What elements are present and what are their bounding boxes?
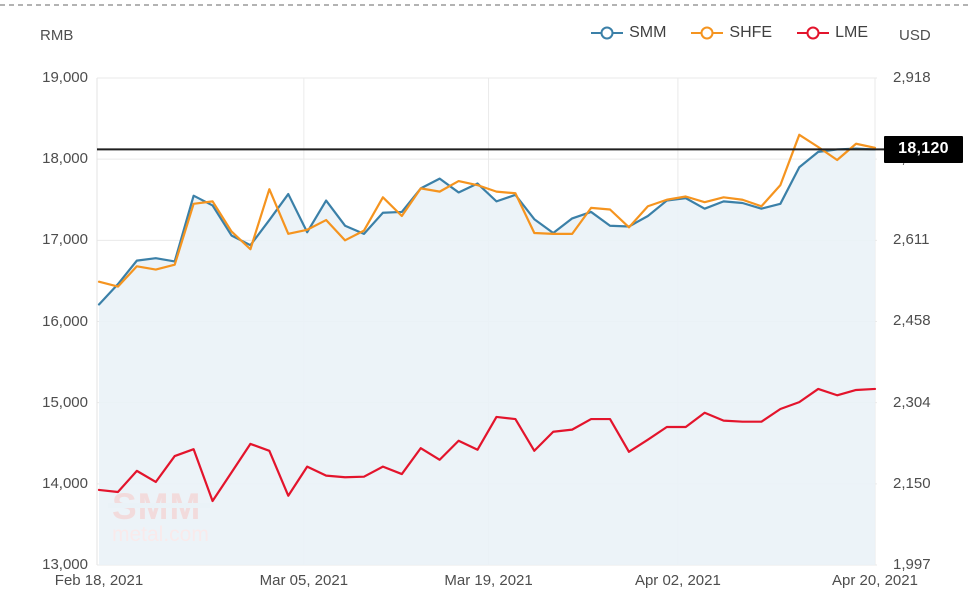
legend-item-lme[interactable]: LME — [796, 24, 868, 42]
right-axis-tick: 2,918 — [893, 69, 931, 86]
left-axis-unit-label: RMB — [40, 27, 74, 44]
legend: SMM SHFE LME — [590, 24, 868, 42]
x-axis-tick: Apr 02, 2021 — [634, 572, 721, 589]
right-axis-tick: 2,304 — [893, 393, 931, 411]
current-price-badge: 18,120 — [884, 135, 963, 163]
left-axis-tick: 17,000 — [42, 231, 88, 249]
top-dashed-border — [0, 4, 972, 6]
legend-item-smm[interactable]: SMM — [590, 24, 666, 42]
watermark-subtitle: metal.com — [112, 523, 209, 546]
right-axis-tick: 2,150 — [893, 475, 931, 493]
legend-label: SMM — [629, 24, 667, 41]
smm-line — [97, 147, 877, 306]
watermark-logo-stripe — [108, 503, 210, 508]
left-axis-tick: 19,000 — [42, 69, 88, 86]
x-axis-tick: Mar 19, 2021 — [444, 572, 533, 589]
legend-label: LME — [835, 24, 868, 41]
left-axis-tick: 16,000 — [42, 312, 88, 330]
left-axis-tick: 15,000 — [42, 393, 88, 411]
x-axis-tick: Feb 18, 2021 — [54, 572, 144, 589]
right-axis-tick: 1,997 — [893, 556, 931, 573]
left-axis-tick: 18,000 — [42, 150, 88, 168]
left-axis-tick: 13,000 — [42, 556, 88, 573]
smm-legend-marker-icon — [591, 26, 624, 40]
x-axis-tick: Apr 20, 2021 — [832, 572, 918, 589]
legend-item-shfe[interactable]: SHFE — [690, 24, 772, 42]
x-axis-tick: Mar 05, 2021 — [259, 572, 349, 589]
right-axis-unit-label: USD — [899, 27, 931, 44]
left-axis-tick: 14,000 — [42, 474, 88, 492]
right-axis-tick: 2,458 — [893, 312, 931, 330]
lme-legend-marker-icon — [797, 26, 830, 40]
legend-label: SHFE — [729, 24, 773, 41]
right-axis-tick: 2,611 — [893, 231, 930, 249]
shfe-legend-marker-icon — [691, 26, 724, 40]
lme-line — [97, 387, 877, 503]
shfe-line — [97, 133, 877, 288]
smm-area-fill — [99, 148, 875, 566]
